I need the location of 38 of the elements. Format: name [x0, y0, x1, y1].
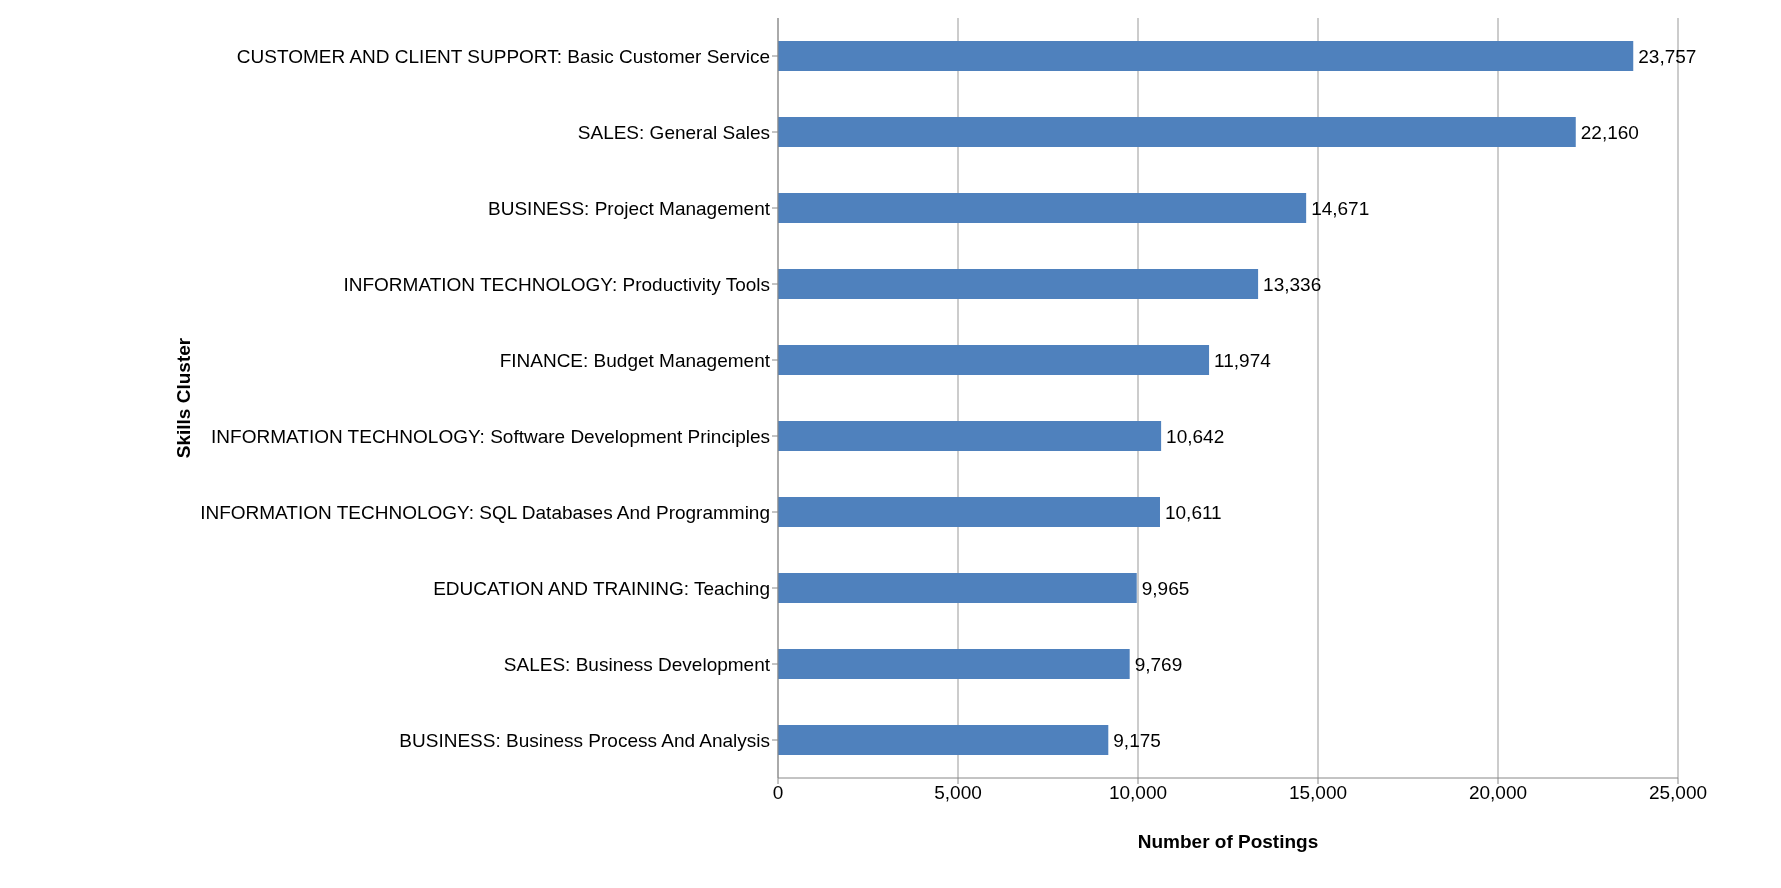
y-tick-label: EDUCATION AND TRAINING: Teaching: [433, 577, 770, 599]
y-axis-title: Skills Cluster: [172, 337, 194, 459]
data-label: 9,769: [1134, 653, 1183, 675]
data-label: 23,757: [1638, 45, 1697, 67]
x-tick-label: 0: [772, 782, 784, 804]
x-tick-label: 20,000: [1468, 782, 1528, 804]
data-label: 13,336: [1263, 273, 1322, 295]
data-label: 10,611: [1165, 501, 1222, 523]
y-tick-label: SALES: Business Development: [503, 653, 771, 675]
bar: [778, 573, 1137, 603]
bar: [778, 41, 1634, 71]
y-tick-label: BUSINESS: Business Process And Analysis: [399, 729, 770, 751]
bar: [778, 117, 1576, 147]
y-tick-label: INFORMATION TECHNOLOGY: SQL Databases And Programming: [200, 501, 770, 523]
x-tick-label: 10,000: [1108, 782, 1168, 804]
y-tick-label: FINANCE: Budget Management: [499, 349, 771, 371]
data-label: 10,642: [1166, 425, 1225, 447]
x-axis-title: Number of Postings: [1137, 831, 1319, 852]
data-label: 11,974: [1214, 349, 1272, 371]
data-label: 9,175: [1113, 729, 1161, 751]
bar: [778, 725, 1109, 755]
y-tick-label: CUSTOMER AND CLIENT SUPPORT: Basic Customer Service: [236, 45, 770, 67]
y-tick-label: SALES: General Sales: [577, 121, 770, 143]
bar: [778, 193, 1307, 223]
bar: [778, 345, 1210, 375]
y-tick-label: INFORMATION TECHNOLOGY: Productivity Tools: [343, 273, 770, 295]
data-label: 22,160: [1580, 121, 1639, 143]
x-tick-label: 5,000: [934, 782, 982, 804]
x-tick-label: 15,000: [1288, 782, 1348, 804]
y-tick-label: INFORMATION TECHNOLOGY: Software Development Principles: [211, 425, 770, 447]
y-tick-label: BUSINESS: Project Management: [488, 197, 771, 219]
bar: [778, 269, 1259, 299]
bar: [778, 649, 1130, 679]
data-label: 14,671: [1311, 197, 1370, 219]
data-label: 9,965: [1141, 577, 1190, 599]
bar: [778, 421, 1162, 451]
x-tick-label: 25,000: [1648, 782, 1708, 804]
bar: [778, 497, 1160, 527]
